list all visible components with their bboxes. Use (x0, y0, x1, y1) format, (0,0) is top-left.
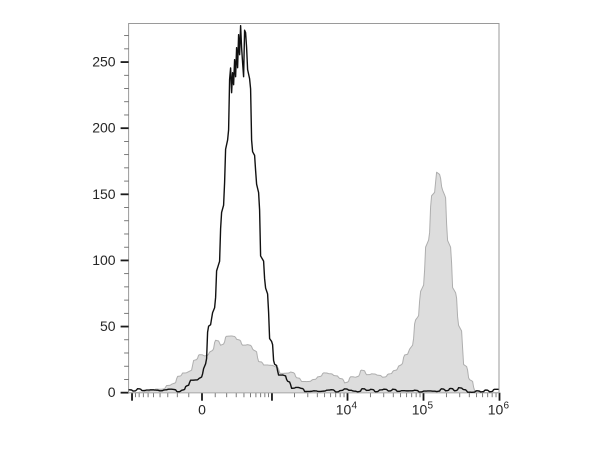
svg-text:100: 100 (92, 252, 116, 268)
svg-text:10: 10 (336, 402, 352, 418)
svg-text:4: 4 (352, 401, 358, 412)
svg-text:200: 200 (92, 120, 116, 136)
svg-text:0: 0 (108, 384, 116, 400)
svg-text:6: 6 (504, 401, 510, 412)
svg-text:250: 250 (92, 54, 116, 70)
svg-text:150: 150 (92, 186, 116, 202)
svg-text:10: 10 (488, 402, 504, 418)
svg-text:10: 10 (412, 402, 428, 418)
svg-text:5: 5 (427, 401, 433, 412)
svg-text:50: 50 (100, 318, 116, 334)
svg-text:0: 0 (198, 402, 206, 418)
